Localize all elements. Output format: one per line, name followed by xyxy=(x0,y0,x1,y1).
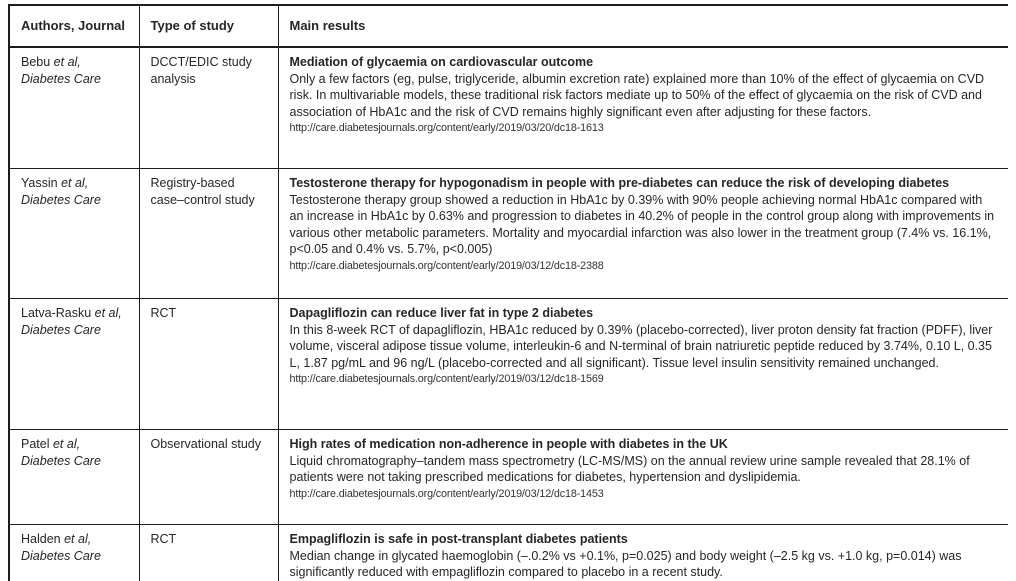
result-url: http://care.diabetesjournals.org/content… xyxy=(289,487,604,500)
result-summary: Liquid chromatography–tandem mass spectr… xyxy=(289,453,970,485)
column-header-authors-journal: Authors, Journal xyxy=(8,4,140,48)
study-type-cell: Registry-based case–control study xyxy=(138,168,279,299)
table-row: Latva-Rasku et al, Diabetes Care RCT Dap… xyxy=(8,298,1008,430)
author-name: Halden xyxy=(21,532,61,546)
journal-name: Diabetes Care xyxy=(21,192,101,207)
et-al: et al, xyxy=(60,532,92,546)
journal-name: Diabetes Care xyxy=(21,322,101,337)
table-header: Authors, Journal Type of study Main resu… xyxy=(8,4,1008,48)
result-url: http://care.diabetesjournals.org/content… xyxy=(289,259,604,272)
study-type-cell: RCT xyxy=(138,298,279,430)
table-row: Patel et al, Diabetes Care Observational… xyxy=(8,429,1008,525)
et-al: et al, xyxy=(57,176,89,190)
table-row: Halden et al, Diabetes Care RCT Empaglif… xyxy=(8,524,1008,581)
author-name: Yassin xyxy=(21,176,58,190)
study-type-cell: DCCT/EDIC study analysis xyxy=(138,46,279,169)
column-header-type-of-study: Type of study xyxy=(138,4,279,48)
study-type-cell: Observational study xyxy=(138,429,279,525)
main-results-cell: Mediation of glycaemia on cardiovascular… xyxy=(277,46,1008,169)
table-body: Bebu et al, Diabetes Care DCCT/EDIC stud… xyxy=(8,46,1008,581)
study-type-cell: RCT xyxy=(138,524,279,581)
authors-journal-cell: Yassin et al, Diabetes Care xyxy=(8,168,140,299)
main-results-cell: Empagliflozin is safe in post-transplant… xyxy=(277,524,1008,581)
column-header-main-results: Main results xyxy=(277,4,1008,48)
result-title: Dapagliflozin can reduce liver fat in ty… xyxy=(289,306,594,320)
et-al: et al, xyxy=(49,437,81,451)
et-al: et al, xyxy=(91,306,122,320)
authors-journal-cell: Bebu et al, Diabetes Care xyxy=(8,46,140,169)
study-results-table: Authors, Journal Type of study Main resu… xyxy=(8,4,1008,581)
result-summary: Only a few factors (eg, pulse, triglycer… xyxy=(289,71,985,119)
journal-name: Diabetes Care xyxy=(21,71,101,86)
table-row: Yassin et al, Diabetes Care Registry-bas… xyxy=(8,168,1008,299)
authors-journal-cell: Patel et al, Diabetes Care xyxy=(8,429,140,525)
result-summary: In this 8-week RCT of dapagliflozin, HBA… xyxy=(289,322,993,370)
result-title: Empagliflozin is safe in post-transplant… xyxy=(289,532,628,546)
result-url: http://care.diabetesjournals.org/content… xyxy=(289,122,604,135)
result-title: Mediation of glycaemia on cardiovascular… xyxy=(289,55,594,69)
journal-name: Diabetes Care xyxy=(21,453,101,468)
result-summary: Testosterone therapy group showed a redu… xyxy=(289,192,995,257)
header-row: Authors, Journal Type of study Main resu… xyxy=(8,4,1008,48)
table-container: Authors, Journal Type of study Main resu… xyxy=(8,4,1008,581)
result-summary: Median change in glycated haemoglobin (–… xyxy=(289,548,962,580)
main-results-cell: High rates of medication non-adherence i… xyxy=(277,429,1008,525)
authors-journal-cell: Latva-Rasku et al, Diabetes Care xyxy=(8,298,140,430)
table-row: Bebu et al, Diabetes Care DCCT/EDIC stud… xyxy=(8,46,1008,169)
result-title: Testosterone therapy for hypogonadism in… xyxy=(289,176,950,190)
result-title: High rates of medication non-adherence i… xyxy=(289,437,728,451)
journal-name: Diabetes Care xyxy=(21,548,101,563)
author-name: Latva-Rasku xyxy=(21,306,92,320)
author-name: Patel xyxy=(21,437,50,451)
et-al: et al, xyxy=(50,55,81,69)
author-name: Bebu xyxy=(21,55,51,69)
main-results-cell: Testosterone therapy for hypogonadism in… xyxy=(277,168,1008,299)
main-results-cell: Dapagliflozin can reduce liver fat in ty… xyxy=(277,298,1008,430)
authors-journal-cell: Halden et al, Diabetes Care xyxy=(8,524,140,581)
result-url: http://care.diabetesjournals.org/content… xyxy=(289,373,604,386)
